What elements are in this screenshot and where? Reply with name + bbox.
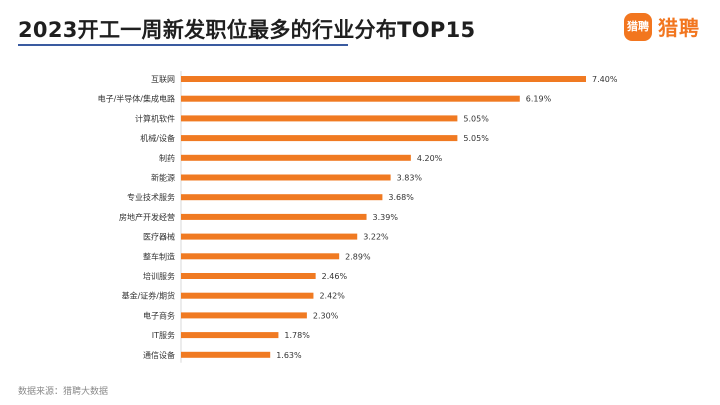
bar [181,154,411,161]
bar [181,95,520,102]
category-label: 通信设备 [143,350,175,360]
bar [181,194,383,201]
category-label: 互联网 [151,75,175,84]
category-label: 基金/证券/期货 [122,291,175,301]
bar [181,332,279,339]
category-label: 机械/设备 [140,133,175,143]
brand-logo: 猎聘 猎聘 [624,12,700,41]
category-label: 医疗器械 [143,232,175,242]
title-underline [18,44,348,46]
value-label: 5.05% [463,134,489,143]
value-label: 7.40% [592,75,618,84]
bar [181,292,314,299]
value-label: 1.63% [276,351,302,360]
bar [181,135,458,142]
bar [181,253,340,260]
value-label: 2.30% [313,311,339,320]
bar [181,351,271,358]
category-label: 专业技术服务 [127,192,175,202]
value-label: 6.19% [526,95,552,104]
category-label: 电子商务 [143,310,175,320]
brand-badge-icon: 猎聘 [624,12,652,41]
category-label: 培训服务 [143,271,175,281]
bar [181,273,316,279]
bar [181,115,458,122]
category-label: IT服务 [152,330,175,340]
bar [181,174,391,181]
value-label: 2.42% [319,292,345,301]
data-source-note: 数据来源：猎聘大数据 [18,387,109,397]
value-label: 2.46% [322,272,348,281]
bar [181,312,307,319]
value-label: 3.39% [373,213,399,222]
category-label: 电子/半导体/集成电路 [98,94,175,104]
value-label: 4.20% [417,154,443,163]
category-label: 房地产开发经营 [119,212,175,222]
bar [181,233,358,240]
value-label: 3.22% [363,233,389,242]
value-label: 5.05% [463,114,489,123]
value-label: 3.68% [388,193,414,202]
bar [181,213,367,220]
bar [181,76,586,82]
brand-name: 猎聘 [658,16,700,40]
category-label: 整车制造 [143,251,175,261]
page-title: 2023开工一周新发职位最多的行业分布TOP15 [18,18,476,42]
value-label: 1.78% [284,331,310,340]
value-label: 2.89% [345,252,371,261]
category-label: 计算机软件 [135,113,175,123]
category-label: 新能源 [151,173,175,183]
category-label: 制药 [159,153,175,163]
value-label: 3.83% [397,174,423,183]
